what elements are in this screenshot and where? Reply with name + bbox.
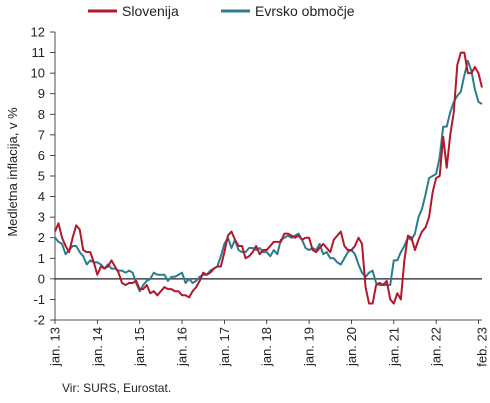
x-axis: jan. 13 jan. 14 jan. 15 jan. 16 jan. 17 jan. …	[48, 319, 490, 367]
chart-legend: Slovenija Evrsko območje	[88, 3, 355, 19]
y-tick-label: 8	[38, 107, 45, 122]
y-tick-label: 11	[32, 45, 46, 60]
y-tick-label: 12	[31, 25, 45, 40]
y-tick-label: 4	[38, 189, 45, 204]
series-line-evrsko-obmocje	[54, 59, 483, 293]
x-tick-label: jan. 22	[429, 327, 444, 367]
y-tick-label: 7	[38, 127, 45, 142]
y-tick-label: 5	[38, 169, 45, 184]
legend-label-evrsko-obmocje: Evrsko območje	[255, 3, 355, 19]
x-tick-label: jan. 16	[175, 327, 190, 367]
source-note: Vir: SURS, Eurostat.	[62, 381, 172, 395]
x-tick-label: jan. 21	[386, 327, 401, 367]
x-tick-label: jan. 14	[90, 327, 105, 367]
x-tick-label: jan. 17	[217, 327, 232, 367]
y-tick-label: 10	[31, 66, 45, 81]
x-tick-label: jan. 20	[344, 327, 359, 367]
y-axis-title: Medletna inflacija, v %	[5, 107, 20, 237]
series-line-slovenija	[54, 51, 483, 305]
x-tick-label: jan. 13	[48, 327, 63, 367]
x-tick-label: feb. 23	[475, 327, 490, 367]
y-tick-label: 6	[38, 148, 45, 163]
y-tick-label: 9	[38, 86, 45, 101]
y-tick-label: 2	[38, 230, 45, 245]
x-tick-label: jan. 19	[302, 327, 317, 367]
y-tick-label: 0	[38, 271, 45, 286]
y-tick-label: 1	[38, 251, 45, 266]
x-tick-label: jan. 18	[259, 327, 274, 367]
y-tick-label: -1	[33, 292, 45, 307]
x-tick-label: jan. 15	[132, 327, 147, 367]
y-tick-label: 3	[38, 210, 45, 225]
legend-label-slovenija: Slovenija	[122, 3, 179, 19]
series-lines	[54, 51, 483, 305]
y-tick-label: -2	[33, 313, 45, 328]
